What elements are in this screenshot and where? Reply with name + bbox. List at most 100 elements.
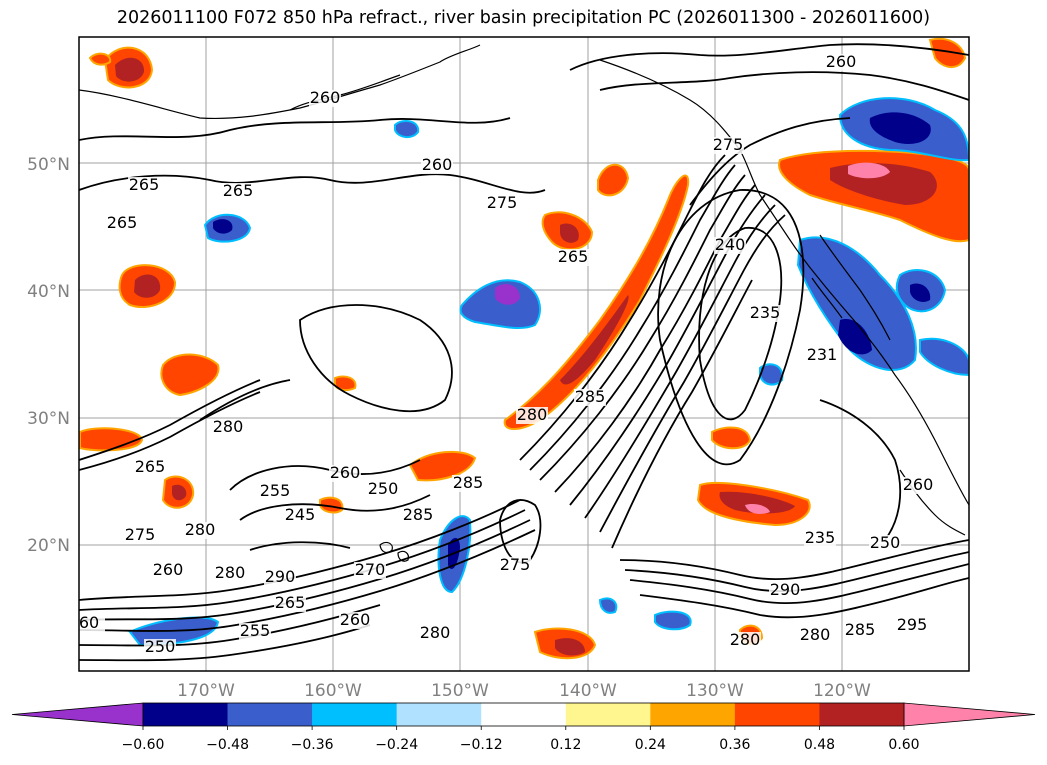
contour-label-bg xyxy=(419,625,451,642)
colorbar-segment xyxy=(734,703,820,726)
colorbar-label: 0.36 xyxy=(719,737,750,753)
colorbar-segment xyxy=(650,703,736,726)
precipitation-shading xyxy=(79,37,969,660)
lat-tick-50: 50°N xyxy=(27,155,70,175)
contour-label: 280 xyxy=(420,623,451,642)
contour-label: 240 xyxy=(715,235,746,254)
contour-label-bg xyxy=(259,483,291,500)
contour-label-bg xyxy=(354,562,386,579)
contour-label: 255 xyxy=(260,481,291,500)
contour-label-bg xyxy=(329,465,361,482)
colorbar-extend-max xyxy=(903,702,1036,727)
contour-label-bg xyxy=(869,535,901,552)
lon-tick-120w: 120°W xyxy=(813,681,871,701)
contour-label: 265 xyxy=(558,247,589,266)
colorbar-segment xyxy=(143,703,228,726)
contour-label: 280 xyxy=(517,405,548,424)
contour-label: 265 xyxy=(275,593,306,612)
contour-label-bg xyxy=(902,477,934,494)
contour-labels: 260 260 275 265 265 265 260 275 240 235 231 265 280 2… xyxy=(79,52,934,656)
contour-label: 290 xyxy=(770,580,801,599)
contour-label: 265 xyxy=(223,181,254,200)
contour-label: 260 xyxy=(826,52,857,71)
contour-label: 295 xyxy=(897,615,928,634)
lon-tick-140w: 140°W xyxy=(559,681,617,701)
contour-label-bg xyxy=(106,215,138,232)
contour-label-bg xyxy=(749,305,781,322)
contour-label: 280 xyxy=(730,630,761,649)
contour-label: 265 xyxy=(129,175,160,194)
colorbar-label: −0.60 xyxy=(122,737,165,753)
contour-label-bg xyxy=(729,632,761,649)
contour-label-bg xyxy=(896,617,928,634)
contour-label-bg xyxy=(499,557,531,574)
contour-label: 260 xyxy=(153,560,184,579)
colorbar-segment xyxy=(481,703,567,726)
contour-label-bg xyxy=(152,562,184,579)
contour-label: 250 xyxy=(368,479,399,498)
contour-label: 270 xyxy=(355,560,386,579)
contour-label-bg xyxy=(274,595,306,612)
map-title: 2026011100 F072 850 hPa refract., river … xyxy=(116,8,931,28)
contour-label-bg xyxy=(214,565,246,582)
lon-tick-160w: 160°W xyxy=(304,681,362,701)
contour-label: 250 xyxy=(870,533,901,552)
contour-label-bg xyxy=(806,347,838,364)
colorbar-label: 0.12 xyxy=(550,737,581,753)
contour-label: 280 xyxy=(213,417,244,436)
contour-label-bg xyxy=(402,507,434,524)
colorbar-label: 0.24 xyxy=(635,737,666,753)
lon-tick-150w: 150°W xyxy=(431,681,489,701)
contour-label: 265 xyxy=(135,457,166,476)
contour-label: 285 xyxy=(403,505,434,524)
contour-label: 275 xyxy=(487,193,518,212)
contour-label-bg xyxy=(367,481,399,498)
longitude-axis: 170°W 160°W 150°W 140°W 130°W 120°W xyxy=(177,681,871,701)
contour-label: 245 xyxy=(285,505,316,524)
contour-label-bg xyxy=(769,582,801,599)
contour-label-bg xyxy=(804,530,836,547)
lat-tick-30: 30°N xyxy=(27,409,70,429)
contour-label-bg xyxy=(184,522,216,539)
colorbar-extend-min xyxy=(11,702,144,727)
contour-label-bg xyxy=(239,623,271,640)
contour-label-bg xyxy=(309,90,341,107)
contour-label: 275 xyxy=(125,525,156,544)
contour-label: 235 xyxy=(750,303,781,322)
colorbar-segment xyxy=(396,703,482,726)
contour-label-bg xyxy=(222,183,254,200)
contour-label-bg xyxy=(516,407,548,424)
colorbar: −0.60 −0.48 −0.36 −0.24 −0.12 0.12 0.24 0.36 0.4… xyxy=(11,702,1036,753)
contour-label: 280 xyxy=(185,520,216,539)
map-frame xyxy=(78,36,970,672)
contour-label: 285 xyxy=(575,387,606,406)
contour-label: 260 xyxy=(340,610,371,629)
lon-tick-130w: 130°W xyxy=(686,681,744,701)
colorbar-label: 0.60 xyxy=(888,737,919,753)
contour-label: 250 xyxy=(145,637,176,656)
contour-label-bg xyxy=(452,475,484,492)
contour-label-bg xyxy=(557,249,589,266)
contour-label: 285 xyxy=(453,473,484,492)
contour-label: 260 xyxy=(903,475,934,494)
contour-label-bg xyxy=(124,527,156,544)
colorbar-segment xyxy=(565,703,651,726)
colorbar-segment xyxy=(819,703,905,726)
contour-label: 280 xyxy=(215,563,246,582)
contour-label-bg xyxy=(799,627,831,644)
contour-label-bg xyxy=(128,177,160,194)
contour-label-bg xyxy=(339,612,371,629)
colorbar-frame xyxy=(142,702,905,727)
lat-tick-40: 40°N xyxy=(27,282,70,302)
contour-label-bg xyxy=(264,569,296,586)
contour-label-bg xyxy=(844,622,876,639)
colorbar-label: −0.36 xyxy=(291,737,334,753)
contour-label: 265 xyxy=(107,213,138,232)
contour-label-bg xyxy=(284,507,316,524)
contour-label: 290 xyxy=(265,567,296,586)
colorbar-segment xyxy=(227,703,313,726)
contour-label: 60 xyxy=(79,613,99,632)
colorbar-label: −0.48 xyxy=(206,737,249,753)
contour-label-bg xyxy=(825,54,857,71)
contour-label-bg xyxy=(712,137,744,154)
